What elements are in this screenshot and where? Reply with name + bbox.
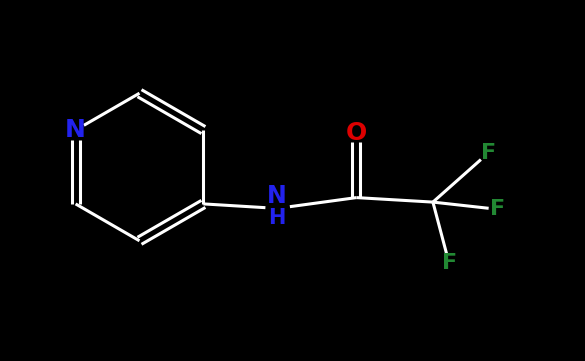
Text: N: N	[267, 184, 287, 208]
Text: N: N	[65, 118, 86, 142]
Text: H: H	[269, 208, 286, 229]
Text: F: F	[481, 143, 496, 162]
Text: O: O	[346, 121, 367, 145]
Text: F: F	[490, 199, 505, 219]
Text: F: F	[442, 253, 457, 273]
